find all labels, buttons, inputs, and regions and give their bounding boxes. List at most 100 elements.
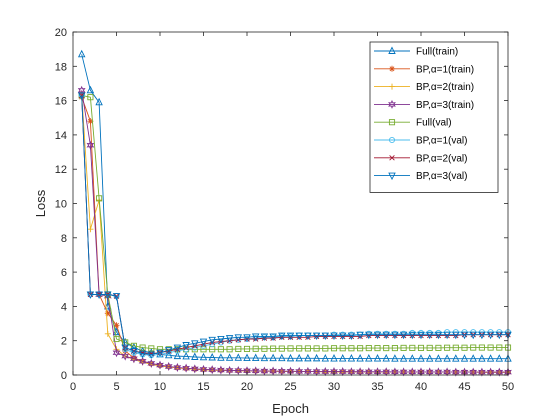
data-point bbox=[217, 353, 225, 361]
data-point bbox=[478, 344, 485, 351]
data-point bbox=[269, 353, 277, 362]
data-point bbox=[113, 335, 120, 343]
data-point bbox=[330, 332, 338, 341]
data-point bbox=[443, 354, 451, 362]
data-point bbox=[130, 348, 138, 356]
data-point bbox=[295, 332, 303, 341]
data-point bbox=[287, 345, 294, 352]
legend-label: BP,α=3(val) bbox=[416, 171, 467, 182]
data-point bbox=[486, 367, 495, 377]
data-point bbox=[235, 345, 242, 352]
data-point bbox=[104, 330, 111, 337]
legend-label: BP,α=1(train) bbox=[416, 64, 474, 75]
data-point bbox=[147, 358, 156, 368]
data-point bbox=[486, 331, 495, 340]
data-point bbox=[95, 97, 103, 106]
data-point bbox=[260, 333, 269, 341]
y-axis-label: Loss bbox=[33, 189, 48, 217]
data-point bbox=[496, 344, 503, 351]
data-point bbox=[373, 354, 382, 362]
legend-item: BP,α=1(train) bbox=[374, 64, 474, 75]
data-point bbox=[208, 336, 216, 345]
data-point bbox=[173, 351, 182, 360]
data-point bbox=[338, 354, 347, 362]
data-point bbox=[278, 353, 286, 362]
x-tick-label: 10 bbox=[154, 381, 166, 393]
data-point bbox=[399, 331, 408, 340]
data-point bbox=[217, 336, 225, 344]
data-point bbox=[383, 332, 389, 339]
data-point bbox=[417, 331, 425, 340]
data-point bbox=[243, 334, 251, 342]
data-point bbox=[234, 366, 243, 376]
data-point bbox=[357, 345, 364, 352]
data-point bbox=[478, 354, 486, 362]
data-point bbox=[382, 331, 390, 340]
y-tick-label: 20 bbox=[55, 27, 67, 39]
y-tick-label: 2 bbox=[61, 336, 67, 348]
data-point bbox=[478, 331, 486, 340]
legend: Full(train) BP,α=1(train) BP,α=2(train) BP,… bbox=[369, 41, 499, 193]
legend-marker bbox=[388, 99, 396, 109]
legend-marker bbox=[388, 136, 396, 144]
data-point bbox=[304, 353, 312, 362]
data-point bbox=[278, 332, 286, 341]
data-point bbox=[270, 345, 277, 352]
legend-label: BP,α=2(val) bbox=[416, 153, 467, 164]
data-point bbox=[383, 345, 390, 352]
legend-label: Full(val) bbox=[416, 118, 452, 129]
data-point bbox=[400, 332, 407, 339]
data-point bbox=[330, 354, 338, 362]
data-point bbox=[87, 226, 94, 233]
series-line bbox=[81, 95, 508, 350]
data-point bbox=[174, 347, 181, 355]
data-point bbox=[199, 338, 208, 347]
data-point bbox=[469, 331, 477, 340]
legend-item: BP,α=3(train) bbox=[374, 99, 474, 111]
x-tick-label: 35 bbox=[371, 381, 383, 393]
data-point bbox=[121, 351, 130, 361]
data-point bbox=[252, 345, 259, 352]
data-point bbox=[286, 332, 295, 341]
data-point bbox=[191, 344, 198, 351]
data-point bbox=[77, 92, 86, 100]
data-point bbox=[234, 353, 243, 361]
data-point bbox=[156, 349, 164, 358]
data-point bbox=[251, 333, 260, 341]
data-point bbox=[391, 345, 398, 352]
data-point bbox=[96, 195, 103, 202]
data-point bbox=[321, 332, 330, 341]
data-point bbox=[138, 350, 147, 359]
y-tick-label: 12 bbox=[55, 164, 67, 176]
data-point bbox=[190, 364, 199, 374]
data-point bbox=[148, 345, 155, 352]
data-point bbox=[330, 345, 338, 352]
y-tick-label: 16 bbox=[55, 96, 67, 108]
data-point bbox=[409, 344, 416, 351]
x-tick-label: 5 bbox=[113, 381, 119, 393]
data-point bbox=[104, 291, 112, 299]
legend-label: BP,α=1(val) bbox=[416, 136, 467, 147]
data-point bbox=[200, 346, 207, 353]
data-point bbox=[164, 347, 173, 355]
data-point bbox=[208, 365, 217, 375]
data-point bbox=[87, 118, 94, 125]
data-point bbox=[312, 332, 321, 341]
data-point bbox=[452, 354, 460, 362]
series-5 bbox=[78, 92, 512, 353]
data-point bbox=[112, 348, 121, 358]
data-point bbox=[199, 352, 208, 361]
data-point bbox=[304, 332, 312, 341]
data-point bbox=[434, 331, 443, 340]
data-point bbox=[321, 354, 330, 362]
data-point bbox=[374, 345, 381, 352]
data-point bbox=[322, 345, 329, 352]
data-point bbox=[460, 331, 469, 340]
data-point bbox=[339, 345, 346, 352]
data-point bbox=[183, 346, 190, 353]
data-point bbox=[400, 344, 407, 351]
data-point bbox=[435, 344, 442, 351]
data-point bbox=[216, 365, 225, 375]
data-point bbox=[356, 331, 364, 340]
data-point bbox=[209, 341, 216, 348]
